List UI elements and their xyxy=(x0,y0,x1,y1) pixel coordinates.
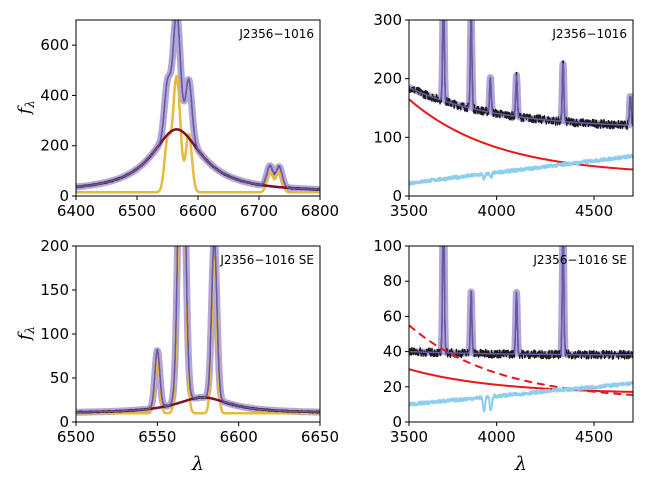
x-tick-label: 4000 xyxy=(478,428,516,446)
plot-area xyxy=(409,246,633,413)
x-tick-label: 6600 xyxy=(179,202,217,220)
plot-area xyxy=(76,20,320,194)
y-tick-label: 0 xyxy=(392,413,402,431)
y-tick-label: 0 xyxy=(59,187,69,205)
panel-bottom-left: 6500 6550 6600 6650 0 50 100 150 200 J2356−1016 S… xyxy=(15,237,339,475)
y-tick-label: 40 xyxy=(383,343,402,361)
x-axis-label: λ xyxy=(191,453,204,475)
x-tick-label: 6500 xyxy=(57,428,95,446)
y-axis-label: fλ xyxy=(15,100,37,116)
continuum-dashed-curve xyxy=(409,324,633,396)
y-tick-label: 200 xyxy=(40,237,69,255)
model-line xyxy=(76,20,320,191)
x-tick-label: 4500 xyxy=(575,202,613,220)
x-axis-label: λ xyxy=(514,453,527,475)
y-tick-label: 150 xyxy=(40,281,69,299)
narrow-lines xyxy=(76,246,320,415)
y-tick-label: 300 xyxy=(373,11,402,29)
continuum-curve xyxy=(409,98,633,171)
axes-frame xyxy=(408,19,634,197)
y-tick-label: 50 xyxy=(50,369,69,387)
y-tick-label: 600 xyxy=(40,36,69,54)
y-tick-label: 0 xyxy=(59,413,69,431)
x-tick-label: 6600 xyxy=(220,428,258,446)
narrow-lines xyxy=(76,74,320,194)
y-tick-label: 200 xyxy=(373,70,402,88)
y-tick-label: 200 xyxy=(40,137,69,155)
x-tick-label: 6650 xyxy=(301,428,339,446)
x-tick-label: 6500 xyxy=(118,202,156,220)
y-axis-label: fλ xyxy=(15,326,37,342)
model-band xyxy=(76,246,320,416)
y-tick-label: 80 xyxy=(383,272,402,290)
y-tick-label: 100 xyxy=(373,128,402,146)
x-tick-label: 6800 xyxy=(301,202,339,220)
observed-spectrum xyxy=(409,20,633,131)
y-tick-label: 0 xyxy=(392,187,402,205)
plot-area xyxy=(409,20,633,186)
panel-top-right: 3500 4000 4500 0 100 200 300 J2356−1016 xyxy=(373,11,634,220)
panel-bottom-right: 3500 4000 4500 0 20 40 60 80 100 J2356−1016 SE λ xyxy=(373,237,634,475)
panel-label: J2356−1016 SE xyxy=(532,253,627,267)
x-tick-label: 6400 xyxy=(57,202,95,220)
panel-label: J2356−1016 xyxy=(551,27,627,41)
panel-top-left: 6400 6500 6600 6700 6800 0 200 400 600 J2356−1016… xyxy=(15,19,339,220)
panel-label: J2356−1016 xyxy=(238,27,314,41)
x-tick-label: 4500 xyxy=(575,428,613,446)
observed-spectrum xyxy=(76,246,320,414)
model-line xyxy=(76,246,320,413)
x-tick-label: 6550 xyxy=(138,428,176,446)
x-tick-label: 6700 xyxy=(240,202,278,220)
stellar-component xyxy=(409,380,633,413)
y-tick-label: 100 xyxy=(40,325,69,343)
x-tick-label: 4000 xyxy=(478,202,516,220)
panel-label: J2356−1016 SE xyxy=(219,253,314,267)
stellar-component xyxy=(409,153,633,186)
x-tick-label: 3500 xyxy=(390,202,428,220)
x-tick-label: 3500 xyxy=(390,428,428,446)
axes-frame xyxy=(408,245,634,423)
model-line xyxy=(409,20,633,126)
plot-area xyxy=(76,246,320,416)
y-tick-label: 100 xyxy=(373,237,402,255)
y-tick-label: 60 xyxy=(383,307,402,325)
y-tick-label: 20 xyxy=(383,378,402,396)
y-tick-label: 400 xyxy=(40,86,69,104)
